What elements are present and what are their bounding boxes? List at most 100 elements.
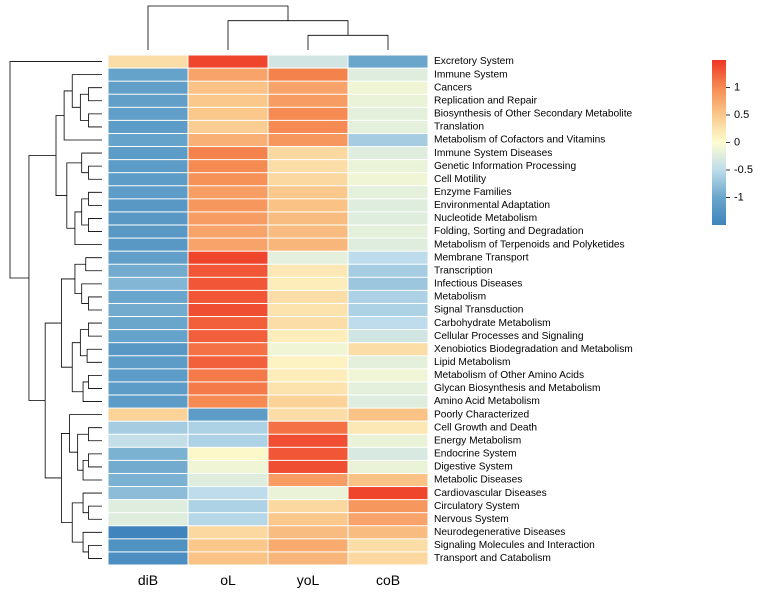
- heatmap-cell: [269, 147, 348, 159]
- heatmap-cell: [349, 121, 428, 133]
- heatmap-cell: [109, 121, 188, 133]
- heatmap-cell: [109, 461, 188, 473]
- row-label: Folding, Sorting and Degradation: [434, 226, 584, 237]
- row-label: Energy Metabolism: [434, 435, 521, 446]
- heatmap-cell: [349, 382, 428, 394]
- heatmap-cell: [349, 317, 428, 329]
- row-label: Cancers: [434, 82, 472, 93]
- row-label: Circulatory System: [434, 501, 519, 512]
- row-label: Neurodegenerative Diseases: [434, 527, 565, 538]
- column-label: coB: [376, 572, 400, 588]
- row-label: Nucleotide Metabolism: [434, 213, 537, 224]
- heatmap-cell: [109, 435, 188, 447]
- heatmap-cell: [189, 252, 268, 264]
- heatmap-cell: [349, 396, 428, 408]
- heatmap-cell: [189, 552, 268, 564]
- heatmap-cell: [269, 435, 348, 447]
- row-label: Glycan Biosynthesis and Metabolism: [434, 383, 600, 394]
- heatmap-cell: [189, 396, 268, 408]
- heatmap-cell: [189, 461, 268, 473]
- heatmap-cell: [189, 121, 268, 133]
- heatmap-cell: [349, 343, 428, 355]
- row-label: Transport and Catabolism: [434, 553, 551, 564]
- legend-tick-label: -1: [734, 191, 744, 203]
- heatmap-cell: [189, 265, 268, 277]
- heatmap-cell: [109, 278, 188, 290]
- row-label: Cell Growth and Death: [434, 422, 537, 433]
- heatmap-cell: [349, 82, 428, 94]
- heatmap-cell: [269, 330, 348, 342]
- heatmap-cell: [269, 121, 348, 133]
- heatmap-cells: [109, 56, 428, 565]
- heatmap-cell: [189, 382, 268, 394]
- heatmap-cell: [269, 186, 348, 198]
- heatmap-cell: [269, 422, 348, 434]
- heatmap-cell: [109, 552, 188, 564]
- heatmap-cell: [269, 212, 348, 224]
- heatmap-cell: [349, 552, 428, 564]
- heatmap-cell: [269, 409, 348, 421]
- heatmap-cell: [349, 474, 428, 486]
- color-legend-bar: [712, 60, 726, 225]
- heatmap-cell: [349, 539, 428, 551]
- heatmap-cell: [269, 448, 348, 460]
- heatmap-cell: [189, 278, 268, 290]
- heatmap-cell: [269, 343, 348, 355]
- heatmap-cell: [109, 304, 188, 316]
- heatmap-cell: [189, 422, 268, 434]
- heatmap-cell: [349, 186, 428, 198]
- heatmap-cell: [349, 435, 428, 447]
- heatmap-cell: [269, 526, 348, 538]
- heatmap-cell: [269, 278, 348, 290]
- heatmap-cell: [109, 500, 188, 512]
- heatmap-cell: [109, 330, 188, 342]
- heatmap-cell: [349, 304, 428, 316]
- heatmap-cell: [189, 95, 268, 107]
- heatmap-cell: [109, 226, 188, 238]
- heatmap-cell: [269, 108, 348, 120]
- heatmap-cell: [269, 226, 348, 238]
- heatmap-cell: [189, 186, 268, 198]
- heatmap-cell: [109, 108, 188, 120]
- heatmap-cell: [189, 291, 268, 303]
- heatmap-cell: [189, 513, 268, 525]
- heatmap-cell: [269, 95, 348, 107]
- row-label: Enzyme Families: [434, 187, 512, 198]
- heatmap-cell: [109, 487, 188, 499]
- heatmap-cell: [109, 526, 188, 538]
- heatmap-cell: [269, 382, 348, 394]
- heatmap-cell: [189, 474, 268, 486]
- heatmap-cell: [349, 356, 428, 368]
- heatmap-cell: [269, 173, 348, 185]
- heatmap-cell: [189, 448, 268, 460]
- heatmap-cell: [269, 160, 348, 172]
- heatmap-cell: [269, 82, 348, 94]
- column-dendrogram: [148, 6, 388, 50]
- heatmap-cell: [109, 239, 188, 251]
- heatmap-cell: [269, 539, 348, 551]
- heatmap-cell: [349, 278, 428, 290]
- heatmap-cell: [349, 134, 428, 146]
- heatmap-cell: [349, 56, 428, 68]
- column-label: diB: [138, 572, 158, 588]
- heatmap-cell: [109, 448, 188, 460]
- row-label: Cell Motility: [434, 174, 487, 185]
- row-label: Cardiovascular Diseases: [434, 488, 547, 499]
- heatmap-cell: [109, 291, 188, 303]
- heatmap-cell: [109, 396, 188, 408]
- heatmap-cell: [189, 56, 268, 68]
- heatmap-cell: [269, 134, 348, 146]
- heatmap-cell: [349, 487, 428, 499]
- row-label: Immune System Diseases: [434, 148, 552, 159]
- column-label: oL: [220, 572, 236, 588]
- heatmap-cell: [269, 369, 348, 381]
- heatmap-cell: [189, 212, 268, 224]
- heatmap-cell: [269, 500, 348, 512]
- heatmap-cell: [349, 513, 428, 525]
- heatmap-cell: [109, 382, 188, 394]
- heatmap-cell: [109, 160, 188, 172]
- heatmap-cell: [269, 252, 348, 264]
- heatmap-cell: [109, 513, 188, 525]
- heatmap-cell: [189, 82, 268, 94]
- heatmap-cell: [349, 226, 428, 238]
